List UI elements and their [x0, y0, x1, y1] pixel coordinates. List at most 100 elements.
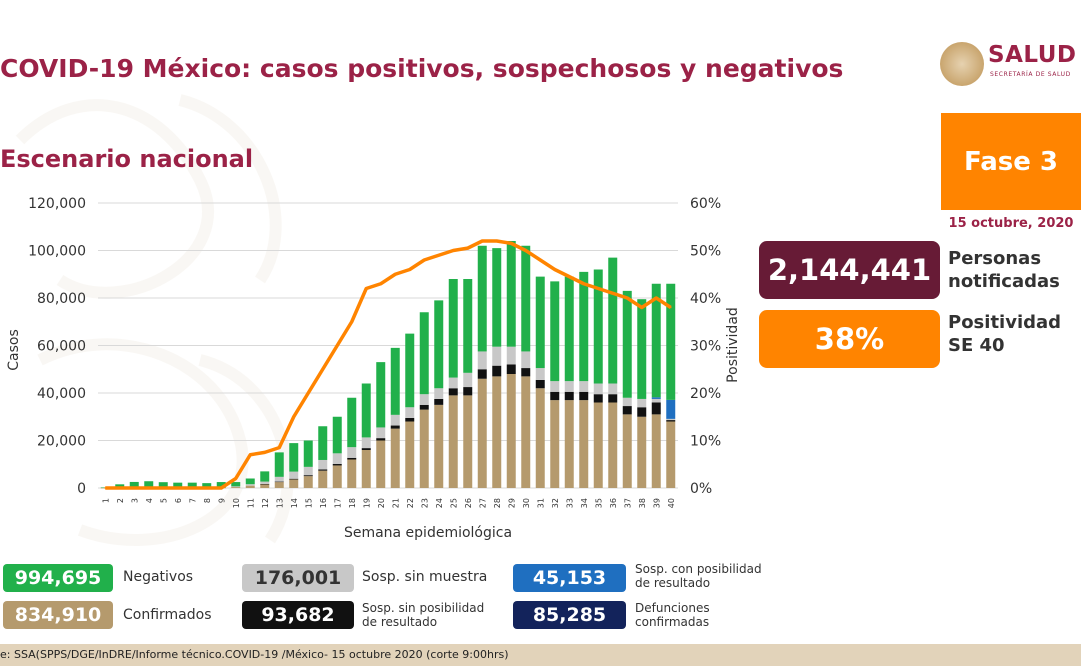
y-tick-label: 60,000	[37, 339, 86, 355]
bar-segment	[289, 443, 299, 472]
positivity-line	[105, 239, 672, 490]
positivity-point	[553, 268, 556, 271]
positivity-point	[292, 415, 295, 418]
bar-segment	[303, 476, 313, 488]
x-tick-label: 11	[246, 498, 255, 508]
bar-segment	[651, 397, 661, 399]
bar-segment	[492, 248, 502, 347]
bar-segment	[593, 269, 603, 384]
bar-segment	[303, 466, 313, 476]
bar-segment	[289, 471, 299, 479]
positivity-point	[582, 282, 585, 285]
x-tick-label: 9	[217, 498, 226, 503]
bar-segment	[535, 276, 545, 369]
bar-segment	[535, 368, 545, 380]
positivity-point	[147, 487, 150, 489]
bar-segment	[637, 416, 647, 488]
bar-segment	[637, 398, 647, 408]
bar-segment	[506, 374, 516, 488]
x-tick-label: 4	[145, 498, 154, 503]
y-axis-title: Casos	[6, 329, 22, 371]
bar-segment	[666, 421, 676, 488]
x-tick-label: 32	[551, 498, 560, 508]
x-tick-label: 7	[188, 498, 197, 503]
bar-segment	[332, 416, 342, 454]
positivity-point	[379, 282, 382, 285]
bar-segment	[361, 437, 371, 449]
bar-segment	[289, 478, 299, 480]
bar-segment	[231, 482, 241, 487]
bar-segment	[506, 241, 516, 347]
bar-segment	[260, 471, 270, 482]
page-title: COVID-19 México: casos positivos, sospec…	[0, 54, 844, 83]
bar-segment	[376, 438, 386, 441]
bar-segment	[390, 428, 400, 488]
bar-segment	[318, 469, 328, 471]
legend-confirmados-label: Confirmados	[123, 607, 212, 623]
positivity-point	[481, 240, 484, 242]
x-tick-label: 30	[522, 498, 531, 508]
bar-segment	[231, 486, 241, 488]
bar-segment	[564, 391, 574, 401]
bar-segment	[274, 476, 284, 482]
positivity-point	[394, 273, 397, 276]
bar-segment	[202, 483, 212, 488]
positivity-point	[176, 487, 179, 489]
bar-segment	[651, 283, 661, 398]
positivity-point	[423, 259, 426, 261]
legend-defunciones-line2: confirmadas	[635, 615, 710, 629]
bar-segment	[579, 271, 589, 382]
y-tick-label: 40,000	[37, 386, 86, 402]
legend-sin-posibilidad-value: 93,682	[242, 601, 354, 629]
bar-segment	[666, 399, 676, 419]
bar-segment	[492, 365, 502, 377]
bar-segment	[361, 450, 371, 488]
y2-axis-title: Positividad	[725, 307, 741, 383]
bar-segment	[347, 459, 357, 488]
bar-segment	[535, 388, 545, 488]
positivity-point	[539, 259, 542, 261]
x-tick-label: 29	[507, 498, 516, 508]
x-tick-label: 18	[348, 498, 357, 508]
bar-segment	[274, 481, 284, 483]
legend-sin-muestra-value: 176,001	[242, 564, 354, 592]
bar-segment	[347, 457, 357, 460]
bar-segment	[260, 483, 270, 485]
bar-segment	[521, 245, 531, 352]
positivity-label: Positividad SE 40	[948, 311, 1078, 357]
bar-segment	[492, 376, 502, 488]
bar-segment	[231, 487, 241, 488]
y2-tick-label: 40%	[690, 291, 721, 307]
x-tick-label: 24	[435, 498, 444, 508]
positivity-point	[249, 453, 252, 456]
bar-segment	[434, 404, 444, 488]
bar-segment	[579, 381, 589, 392]
bar-segment	[666, 283, 676, 400]
x-tick-label: 14	[290, 498, 299, 508]
x-tick-label: 8	[203, 498, 212, 503]
legend-con-posibilidad-line1: Sosp. con posibilidad	[635, 562, 762, 576]
bar-segment	[419, 404, 429, 410]
y-tick-label: 0	[77, 481, 86, 497]
positivity-point	[597, 287, 600, 290]
logo-subtext: SECRETARÍA DE SALUD	[990, 71, 1071, 78]
positivity-point	[104, 487, 107, 489]
positivity-point	[278, 446, 281, 449]
y2-tick-label: 20%	[690, 386, 721, 402]
legend-con-posibilidad-label: Sosp. con posibilidad de resultado	[635, 562, 762, 590]
x-tick-label: 31	[536, 498, 545, 508]
bar-segment	[390, 347, 400, 415]
x-tick-label: 38	[638, 498, 647, 508]
bar-segment	[405, 417, 415, 422]
bar-segment	[245, 484, 255, 486]
bar-segment	[361, 383, 371, 438]
bar-segment	[463, 279, 473, 373]
bar-segment	[506, 346, 516, 365]
bar-segment	[347, 447, 357, 458]
positivity-point	[365, 287, 368, 290]
bar-segment	[405, 333, 415, 408]
y-tick-label: 120,000	[28, 196, 86, 212]
bar-segment	[593, 383, 603, 395]
x-axis-title: Semana epidemiológica	[344, 525, 512, 541]
bar-segment	[260, 484, 270, 488]
